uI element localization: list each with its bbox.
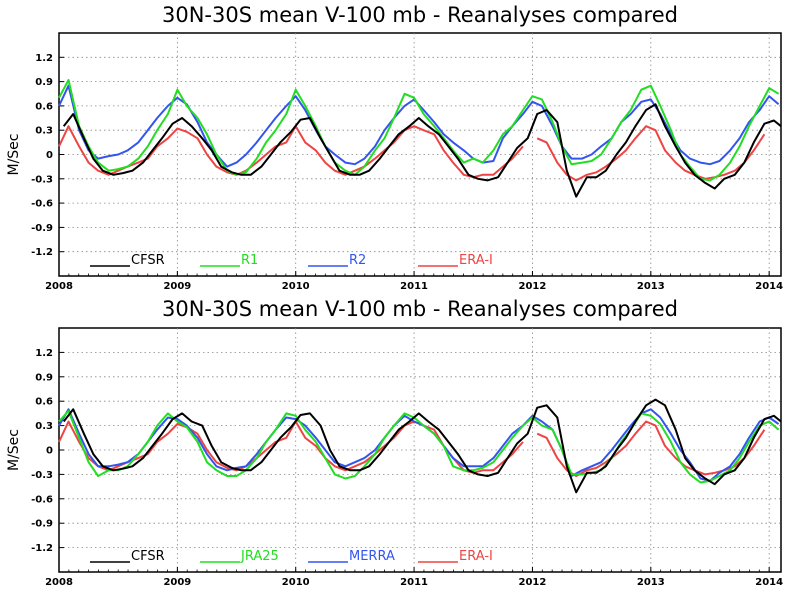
series-line-era-i xyxy=(58,125,766,182)
y-tick-label: -1.2 xyxy=(31,543,53,554)
x-tick-label: 2009 xyxy=(163,577,191,588)
y-tick-label: -1.2 xyxy=(31,247,53,258)
x-tick-label: 2011 xyxy=(400,281,428,292)
series-line-jra25 xyxy=(58,410,780,484)
chart-panel-1: 30N-30S mean V-100 mb - Reanalyses compa… xyxy=(6,3,783,292)
y-tick-label: 0.3 xyxy=(35,126,53,137)
series-line-cfsr xyxy=(62,398,782,494)
legend-label: MERRA xyxy=(349,549,395,564)
legend-label: ERA-I xyxy=(459,549,493,564)
y-tick-label: 0.9 xyxy=(35,77,53,88)
y-tick-label: 1.2 xyxy=(35,53,53,64)
y-tick-label: -0.6 xyxy=(31,199,53,210)
chart-title: 30N-30S mean V-100 mb - Reanalyses compa… xyxy=(162,297,678,321)
x-tick-label: 2008 xyxy=(45,281,73,292)
y-axis-label: M/Sec xyxy=(6,429,22,471)
legend-label: JRA25 xyxy=(240,549,279,564)
x-tick-label: 2011 xyxy=(400,577,428,588)
series-line-r1 xyxy=(58,79,780,182)
y-tick-label: -0.3 xyxy=(31,174,53,185)
x-tick-label: 2013 xyxy=(637,577,665,588)
legend-label: CFSR xyxy=(131,253,165,268)
y-tick-label: -0.9 xyxy=(31,519,53,530)
y-tick-label: 0.3 xyxy=(35,421,53,432)
y-tick-label: -0.9 xyxy=(31,223,53,234)
x-tick-label: 2012 xyxy=(519,281,547,292)
x-tick-label: 2014 xyxy=(755,281,783,292)
y-axis-label: M/Sec xyxy=(6,134,22,176)
x-tick-label: 2010 xyxy=(282,577,310,588)
y-tick-label: -0.6 xyxy=(31,494,53,505)
x-tick-label: 2009 xyxy=(163,281,191,292)
y-tick-label: 0 xyxy=(46,150,53,161)
series-line-merra xyxy=(58,408,780,482)
legend-label: ERA-I xyxy=(459,253,493,268)
x-tick-label: 2014 xyxy=(755,577,783,588)
legend-label: CFSR xyxy=(131,549,165,564)
y-tick-label: 0 xyxy=(46,446,53,457)
chart-title: 30N-30S mean V-100 mb - Reanalyses compa… xyxy=(162,3,678,27)
y-tick-label: 1.2 xyxy=(35,348,53,359)
y-tick-label: 0.9 xyxy=(35,372,53,383)
x-tick-label: 2012 xyxy=(519,577,547,588)
x-tick-label: 2008 xyxy=(45,577,73,588)
y-tick-label: 0.6 xyxy=(35,101,53,112)
legend-label: R1 xyxy=(241,253,258,268)
chart-panel-2: 30N-30S mean V-100 mb - Reanalyses compa… xyxy=(6,297,783,588)
legend-label: R2 xyxy=(349,253,366,268)
y-tick-label: -0.3 xyxy=(31,470,53,481)
series-line-cfsr xyxy=(62,103,782,198)
y-tick-label: 0.6 xyxy=(35,397,53,408)
x-tick-label: 2010 xyxy=(282,281,310,292)
x-tick-label: 2013 xyxy=(637,281,665,292)
series-line-r2 xyxy=(58,84,780,168)
